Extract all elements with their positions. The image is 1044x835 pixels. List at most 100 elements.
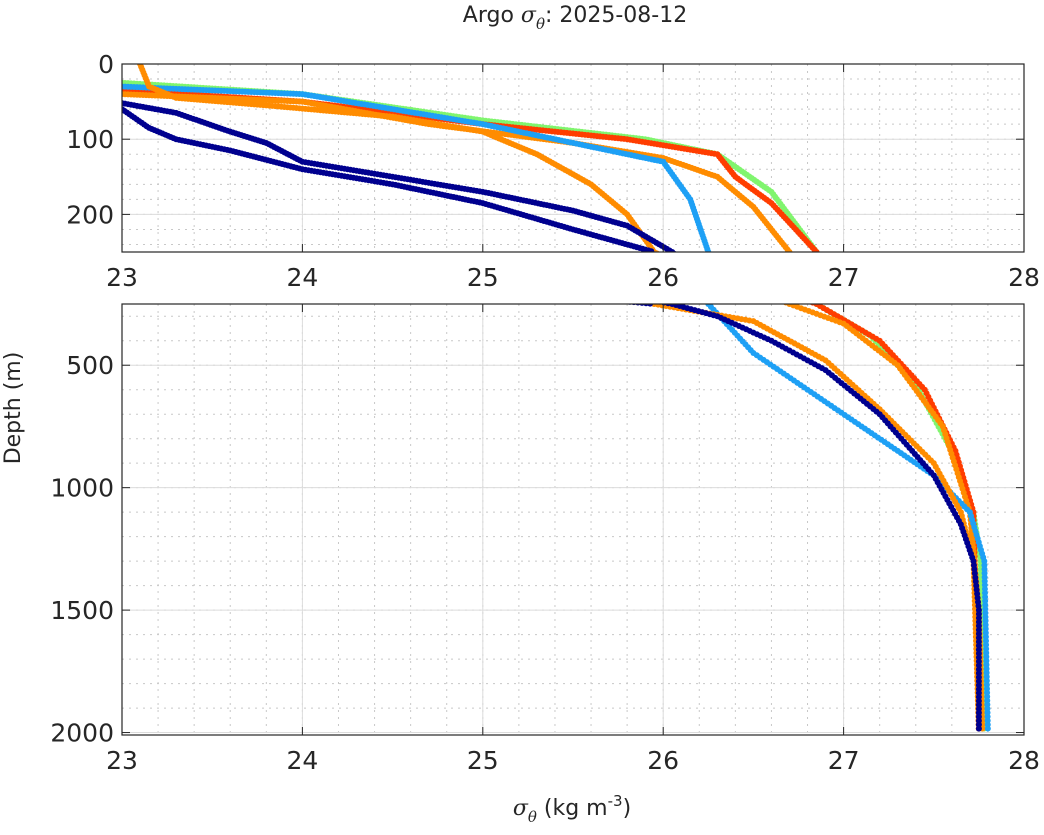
- data-point: [839, 294, 845, 300]
- data-point: [636, 294, 642, 300]
- data-point: [813, 278, 819, 284]
- data-point: [742, 370, 748, 376]
- data-point: [811, 276, 817, 282]
- data-point: [872, 354, 878, 360]
- data-point: [835, 302, 841, 308]
- data-point: [645, 296, 651, 302]
- series-profile-orange-2: [768, 294, 986, 732]
- x-tick-label: 28: [1008, 263, 1040, 292]
- data-point: [781, 304, 783, 305]
- x-tick-label: 23: [106, 263, 138, 292]
- xlabel-symbol: σ: [513, 796, 529, 821]
- x-tick-label: 28: [1008, 746, 1040, 775]
- chart-title: Argo σθ: 2025-08-12: [463, 3, 687, 33]
- data-point: [717, 287, 723, 293]
- data-point: [732, 292, 738, 298]
- data-point: [624, 292, 630, 298]
- data-point: [850, 315, 856, 321]
- data-point: [690, 287, 696, 293]
- data-point: [818, 257, 824, 263]
- data-point: [707, 279, 713, 285]
- data-point: [654, 250, 660, 252]
- data-point: [787, 290, 793, 296]
- data-point: [747, 388, 753, 394]
- data-point: [806, 298, 812, 304]
- data-point: [708, 251, 710, 252]
- data-point: [648, 248, 655, 252]
- data-point: [975, 725, 982, 732]
- data-point: [847, 309, 853, 315]
- data-point: [694, 272, 700, 278]
- x-tick-label: 25: [467, 263, 499, 292]
- bottom-data: [578, 284, 991, 732]
- x-tick-label: 24: [286, 263, 318, 292]
- data-point: [689, 269, 695, 275]
- data-point: [607, 297, 613, 303]
- y-tick-label: 0: [98, 50, 114, 79]
- data-point: [714, 278, 720, 284]
- data-point: [740, 296, 746, 302]
- data-point: [772, 286, 778, 292]
- data-point: [628, 291, 634, 297]
- data-point: [578, 294, 584, 300]
- data-point: [741, 368, 747, 374]
- bottom-panel: 23 24 25 26 27 28 500 1000 1500 2000: [50, 284, 1040, 775]
- x-tick-label: 27: [828, 746, 860, 775]
- data-point: [643, 298, 649, 304]
- title-symbol: σ: [521, 3, 537, 28]
- data-point: [797, 260, 803, 266]
- data-point: [711, 266, 717, 272]
- data-point: [786, 249, 793, 252]
- x-tick-label: 23: [106, 746, 138, 775]
- data-point: [783, 288, 789, 294]
- data-point: [768, 294, 774, 300]
- y-tick-label: 1000: [50, 474, 114, 503]
- data-point: [705, 249, 712, 252]
- data-point: [681, 265, 687, 271]
- data-point: [733, 342, 739, 348]
- data-point: [791, 293, 797, 299]
- data-point: [795, 294, 801, 300]
- data-point: [696, 292, 702, 298]
- data-point: [849, 312, 855, 318]
- data-point: [743, 373, 749, 379]
- data-point: [662, 255, 668, 261]
- data-point: [717, 289, 723, 295]
- y-tick-label: 100: [66, 125, 114, 154]
- data-point: [687, 284, 693, 290]
- data-point: [713, 275, 719, 281]
- data-point: [844, 304, 850, 310]
- data-point: [628, 293, 634, 299]
- data-point: [744, 379, 750, 385]
- data-point: [840, 297, 846, 303]
- data-point: [665, 256, 671, 262]
- data-point: [632, 294, 638, 300]
- data-point: [708, 258, 714, 264]
- data-point: [799, 296, 805, 302]
- data-point: [716, 284, 722, 290]
- data-point: [736, 350, 742, 356]
- data-point: [819, 260, 825, 266]
- data-point: [819, 259, 825, 265]
- data-point: [704, 304, 707, 305]
- data-point: [710, 280, 716, 286]
- data-point: [586, 295, 592, 301]
- data-point: [838, 294, 844, 300]
- data-point: [737, 295, 743, 301]
- data-point: [813, 249, 820, 252]
- data-point: [710, 263, 716, 269]
- data-point: [776, 285, 782, 291]
- data-point: [640, 296, 646, 302]
- data-point: [716, 283, 722, 289]
- data-point: [705, 277, 711, 283]
- series-profile-light-blue: [122, 83, 753, 394]
- data-point: [825, 291, 831, 297]
- data-point: [780, 286, 786, 292]
- data-point: [831, 298, 837, 304]
- data-point: [615, 298, 621, 304]
- data-point: [632, 292, 638, 298]
- data-point: [799, 294, 805, 300]
- series-profile-dark-blue-1: [122, 100, 677, 252]
- data-point: [718, 292, 724, 298]
- data-point: [840, 296, 846, 302]
